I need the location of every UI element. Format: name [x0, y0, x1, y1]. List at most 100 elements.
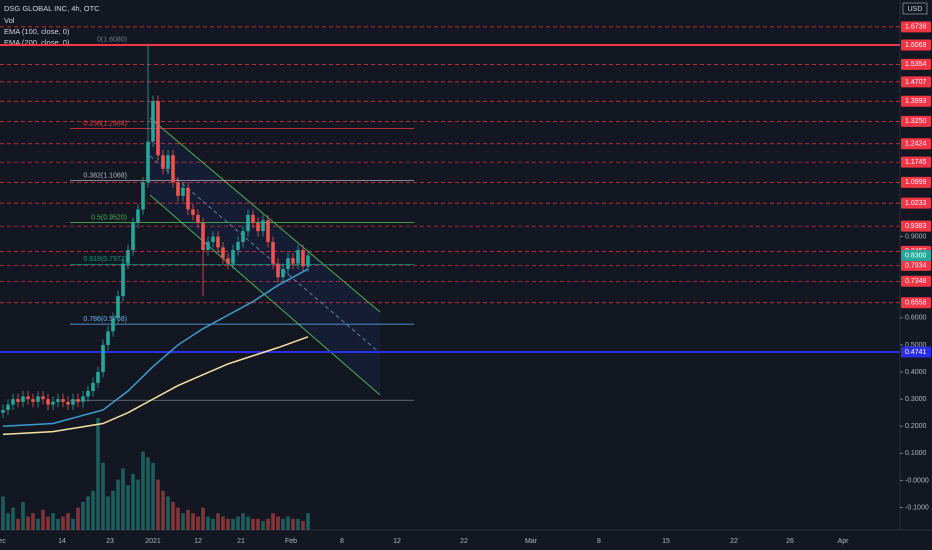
- volume-bar: [16, 518, 20, 530]
- volume-bar: [21, 502, 25, 530]
- price-label-box: [901, 115, 931, 127]
- candle-body: [111, 317, 115, 332]
- candle-body: [146, 141, 150, 183]
- candle-body: [256, 223, 260, 232]
- candle-body: [151, 101, 155, 142]
- volume-bar: [11, 507, 15, 530]
- candle-body: [96, 372, 100, 383]
- candle-body: [161, 155, 165, 169]
- level-label: 1.6069: [905, 42, 927, 49]
- candle-body: [66, 401, 70, 405]
- volume-bar: [166, 496, 170, 530]
- ema-line: [2, 336, 309, 436]
- volume-bar: [1, 496, 5, 530]
- y-tick-label: 0.2000: [905, 423, 927, 430]
- candle-body: [141, 182, 145, 210]
- price-label: 1.3250: [905, 118, 927, 125]
- candle-body: [11, 399, 15, 405]
- volume-bar: [216, 513, 220, 530]
- y-tick-label: -0.1000: [905, 504, 929, 511]
- volume-bar: [81, 502, 85, 530]
- candle-body: [191, 209, 195, 215]
- volume-bar: [36, 518, 40, 530]
- candle-body: [51, 401, 55, 405]
- fib-label: 0.618(0.7972): [83, 256, 127, 263]
- candle-body: [101, 344, 105, 373]
- volume-bar: [206, 516, 210, 530]
- level-label-box: [901, 39, 931, 51]
- candle-body: [31, 399, 35, 402]
- price-label-box: [901, 220, 931, 232]
- volume-bar: [91, 490, 95, 530]
- price-label: 1.3993: [905, 98, 927, 105]
- candle-body: [166, 155, 170, 169]
- currency-box[interactable]: [902, 2, 928, 15]
- candle-body: [56, 399, 60, 402]
- volume-bar: [76, 507, 80, 530]
- x-tick-label: 12: [194, 538, 202, 545]
- price-label-box: [901, 95, 931, 107]
- price-label-box: [901, 58, 931, 70]
- x-tick-label: 2021: [145, 538, 161, 545]
- price-label: 1.6738: [905, 24, 927, 31]
- price-label: 0.6558: [905, 300, 927, 307]
- volume-bar: [146, 457, 150, 530]
- x-tick-label: 8: [340, 538, 344, 545]
- fib-label: 0.5(0.9520): [91, 214, 127, 221]
- candle-body: [126, 250, 130, 264]
- candle-body: [116, 296, 120, 318]
- price-label: 1.5354: [905, 61, 927, 68]
- volume-bar: [106, 496, 110, 530]
- y-tick-label: -0.0000: [905, 477, 929, 484]
- candle-body: [121, 263, 125, 297]
- level-label-box: [901, 346, 931, 358]
- candle-body: [281, 269, 285, 278]
- candle-body: [41, 396, 45, 400]
- volume-bar: [196, 516, 200, 530]
- candle-body: [301, 250, 305, 267]
- x-tick-label: 12: [393, 538, 401, 545]
- candle-body: [61, 399, 65, 402]
- x-tick-label: 21: [237, 538, 245, 545]
- candle-body: [251, 214, 255, 224]
- legend-volume: Vol: [4, 16, 15, 25]
- fib-label: 0.236(1.2984): [83, 120, 127, 127]
- volume-bar: [136, 479, 140, 530]
- price-label: 1.0999: [905, 179, 927, 186]
- volume-bar: [186, 509, 190, 530]
- x-tick-label: 23: [106, 538, 114, 545]
- x-tick-label: Feb: [285, 538, 297, 545]
- x-tick-label: 22: [730, 538, 738, 545]
- candle-body: [176, 182, 180, 196]
- volume-bar: [231, 518, 235, 530]
- volume-bar: [171, 502, 175, 530]
- currency[interactable]: USD: [908, 6, 923, 13]
- candle-body: [1, 409, 5, 413]
- volume-bar: [226, 518, 230, 530]
- volume-bar: [221, 516, 225, 530]
- price-label: 0.9383: [905, 223, 927, 230]
- candle-body: [36, 396, 40, 402]
- volume-bar: [131, 474, 135, 530]
- volume-bar: [71, 518, 75, 530]
- candle-body: [136, 209, 140, 224]
- candle-body: [221, 247, 225, 259]
- candle-body: [296, 250, 300, 264]
- candle-body: [201, 223, 205, 251]
- volume-bar: [51, 513, 55, 530]
- y-tick-label: 0.3000: [905, 396, 927, 403]
- volume-bar: [261, 521, 265, 530]
- volume-bar: [181, 513, 185, 530]
- price-label-box: [901, 275, 931, 287]
- price-label-box: [901, 197, 931, 209]
- candle-body: [271, 241, 275, 264]
- volume-bar: [256, 518, 260, 530]
- candle-body: [81, 396, 85, 402]
- candle-body: [286, 258, 290, 270]
- candle-body: [171, 155, 175, 183]
- candle-body: [46, 399, 50, 405]
- last-price-box: [901, 250, 931, 262]
- candle-body: [261, 220, 265, 232]
- volume-bar: [296, 518, 300, 530]
